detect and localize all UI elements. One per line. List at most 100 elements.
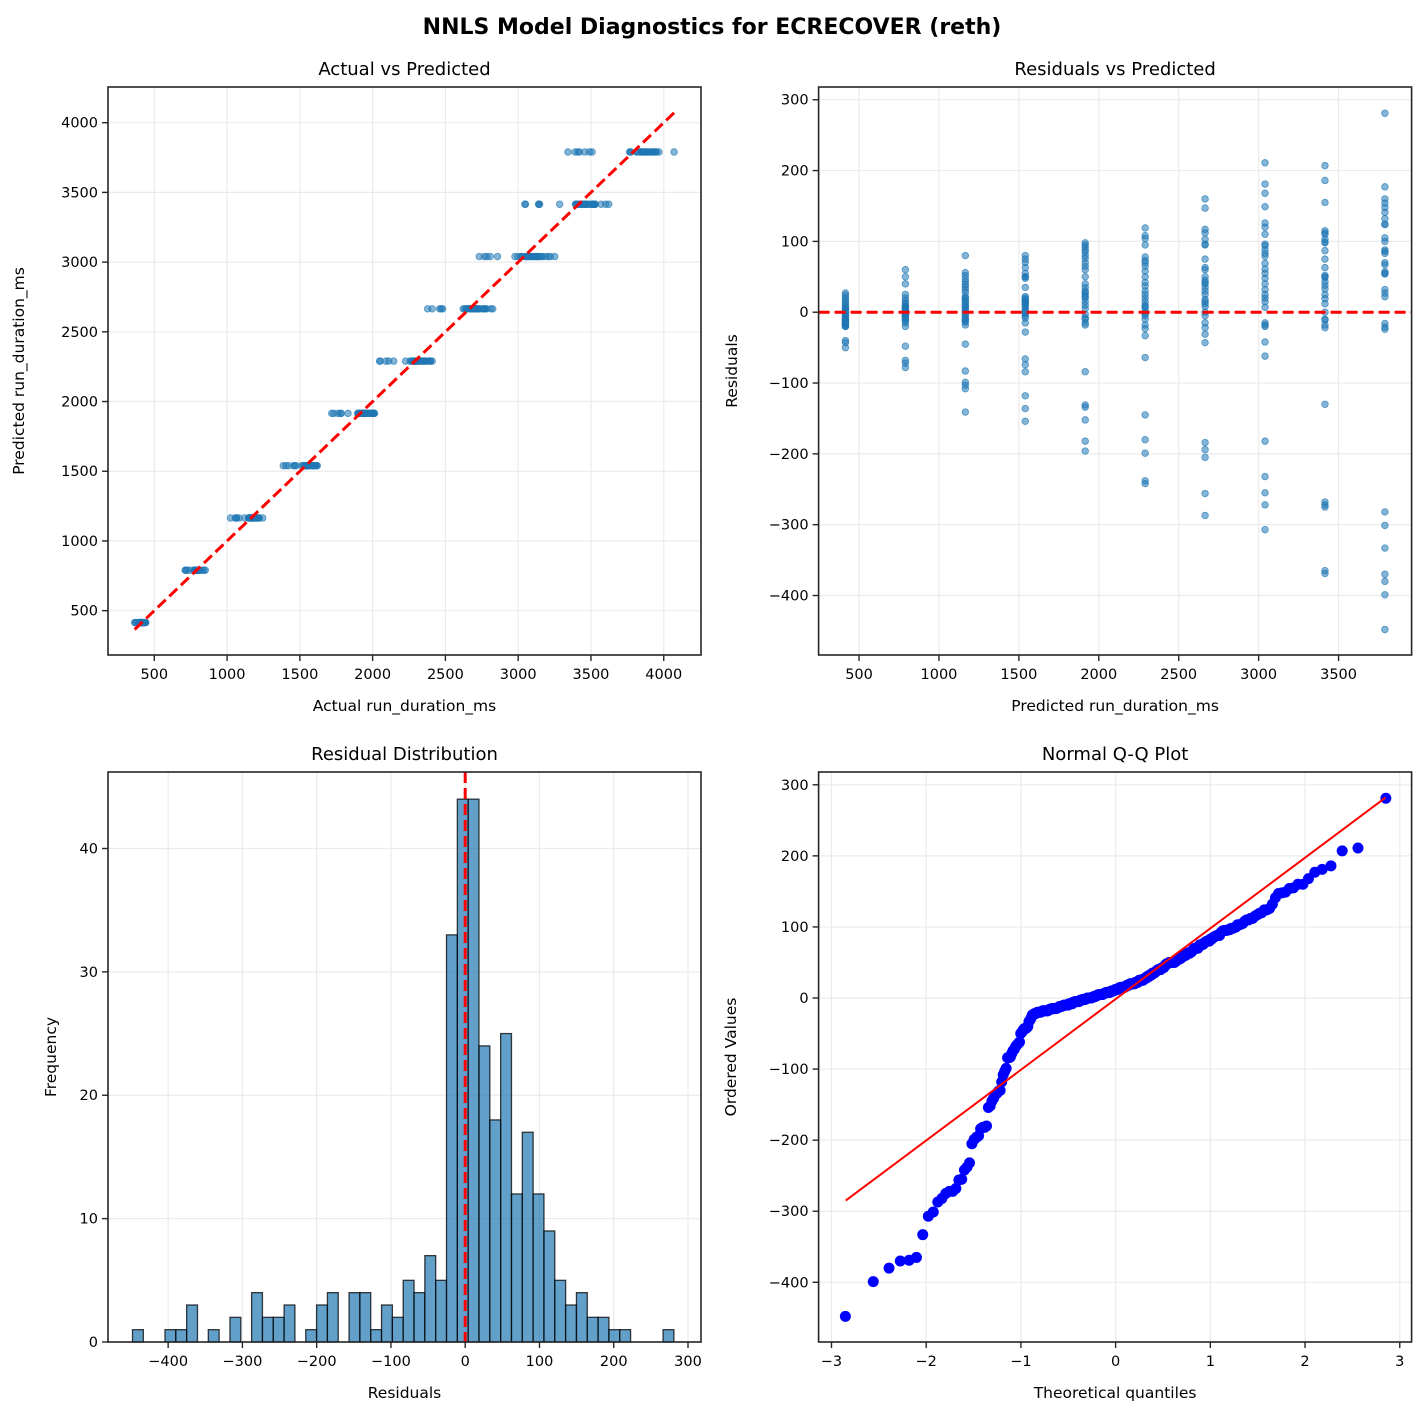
histogram-bar bbox=[370, 1329, 383, 1343]
histogram-bar bbox=[283, 1304, 296, 1343]
qq-point bbox=[956, 1173, 968, 1185]
scatter-point bbox=[1141, 241, 1149, 249]
scatter-point bbox=[901, 266, 910, 274]
axes-frame: 500 1000 1500 2000 2500 3000 3500 4000 500 1000 15… bbox=[10, 59, 702, 716]
scatter-point bbox=[1201, 338, 1209, 347]
scatter-point bbox=[511, 252, 519, 261]
scatter-point bbox=[1021, 304, 1029, 313]
scatter-point bbox=[421, 357, 430, 365]
histogram-bar bbox=[445, 934, 458, 1343]
x-tick-label: 1500 bbox=[1000, 667, 1037, 683]
scatter-point bbox=[961, 321, 970, 329]
scatter-point bbox=[1321, 227, 1329, 235]
y-tick-label: 4000 bbox=[61, 116, 98, 132]
histogram-bar bbox=[229, 1316, 242, 1343]
scatter-point bbox=[328, 409, 336, 418]
scatter-point bbox=[901, 273, 910, 281]
scatter-point bbox=[1321, 263, 1329, 272]
scatter-point bbox=[1021, 314, 1029, 322]
scatter-point bbox=[1081, 314, 1089, 322]
x-tick-label: 1500 bbox=[281, 667, 318, 683]
scatter-point bbox=[961, 302, 970, 310]
y-tick-label: −300 bbox=[769, 518, 809, 534]
scatter-point bbox=[1021, 360, 1029, 369]
scatter-point bbox=[961, 367, 970, 375]
scatter-point bbox=[1021, 404, 1029, 413]
subplot-title: Residuals vs Predicted bbox=[1014, 59, 1215, 80]
scatter-point bbox=[1201, 511, 1209, 520]
x-tick-label: −1 bbox=[1010, 1354, 1031, 1370]
histogram-bar bbox=[608, 1329, 621, 1343]
x-tick-label: 3000 bbox=[1240, 667, 1277, 683]
y-tick-label: −400 bbox=[769, 589, 809, 605]
y-tick-label: −400 bbox=[769, 1275, 809, 1291]
scatter-point bbox=[1141, 224, 1149, 232]
scatter-point bbox=[1321, 255, 1329, 263]
histogram-bar bbox=[391, 1316, 404, 1343]
scatter-point bbox=[901, 303, 910, 311]
scatter-point bbox=[670, 148, 678, 156]
scatter-point bbox=[1381, 249, 1389, 258]
histogram-bar bbox=[424, 1254, 437, 1343]
subplot-title: Normal Q-Q Plot bbox=[1042, 744, 1189, 765]
scatter-point bbox=[1141, 479, 1149, 488]
histogram-bar bbox=[499, 1032, 513, 1343]
scatter-point bbox=[1201, 324, 1209, 332]
scatter-point bbox=[1081, 437, 1089, 445]
qq-point bbox=[963, 1157, 975, 1169]
qq-point bbox=[883, 1262, 895, 1274]
y-tick-label: 30 bbox=[80, 965, 98, 981]
qq-point bbox=[1352, 842, 1364, 854]
histogram-bar bbox=[586, 1316, 599, 1343]
scatter-point bbox=[1261, 159, 1269, 167]
x-tick-label: 500 bbox=[140, 667, 168, 683]
scatter-point bbox=[534, 200, 543, 208]
y-tick-label: 300 bbox=[781, 778, 809, 794]
scatter-point bbox=[1081, 288, 1089, 297]
scatter-point bbox=[1201, 241, 1209, 249]
x-tick-label: −2 bbox=[916, 1354, 937, 1370]
scatter-point bbox=[1321, 176, 1329, 185]
x-tick-label: −300 bbox=[223, 1354, 263, 1370]
scatter-point bbox=[1141, 331, 1149, 340]
scatter-point bbox=[279, 461, 287, 470]
scatter-point bbox=[1381, 183, 1389, 191]
scatter-point bbox=[1321, 273, 1329, 281]
scatter-point bbox=[462, 305, 470, 313]
scatter-point bbox=[1021, 368, 1029, 376]
scatter-point bbox=[1201, 255, 1209, 263]
histogram-bar bbox=[261, 1316, 274, 1343]
scatter-point bbox=[435, 305, 444, 313]
qq-point bbox=[1336, 845, 1348, 857]
scatter-point bbox=[1261, 352, 1269, 360]
scatter-point bbox=[1261, 489, 1269, 497]
axes-spine bbox=[817, 86, 1413, 656]
scatter-point bbox=[1081, 416, 1089, 424]
scatter-point bbox=[564, 148, 572, 156]
y-tick-label: 3500 bbox=[61, 185, 98, 201]
qq-point bbox=[894, 1255, 906, 1267]
scatter-point bbox=[1381, 258, 1389, 267]
scatter-point bbox=[1261, 525, 1269, 534]
y-tick-label: 2000 bbox=[61, 395, 98, 411]
y-axis-label: Ordered Values bbox=[722, 998, 740, 1117]
y-tick-label: 20 bbox=[80, 1088, 98, 1104]
scatter-point bbox=[1201, 195, 1209, 203]
scatter-point bbox=[1321, 198, 1329, 207]
scatter-point bbox=[1321, 161, 1329, 170]
scatter-point bbox=[130, 618, 139, 627]
scatter-point bbox=[961, 340, 970, 348]
scatter-point bbox=[1321, 569, 1329, 578]
subplot-residual_distribution: −400 −300 −200 −100 0 100 200 300 0 10 20 30 40 Resid… bbox=[42, 744, 702, 1402]
x-axis-label: Predicted run_duration_ms bbox=[1011, 697, 1219, 716]
qq-point bbox=[1013, 1036, 1025, 1048]
y-tick-label: 1000 bbox=[61, 534, 98, 550]
histogram-bar bbox=[185, 1304, 199, 1343]
x-tick-label: 1 bbox=[1206, 1354, 1215, 1370]
scatter-point bbox=[1201, 266, 1209, 274]
histogram-bar bbox=[326, 1291, 339, 1343]
histogram-bar bbox=[207, 1329, 220, 1343]
scatter-point bbox=[1321, 503, 1329, 511]
y-tick-label: 100 bbox=[781, 234, 809, 250]
y-tick-label: 10 bbox=[80, 1212, 98, 1228]
